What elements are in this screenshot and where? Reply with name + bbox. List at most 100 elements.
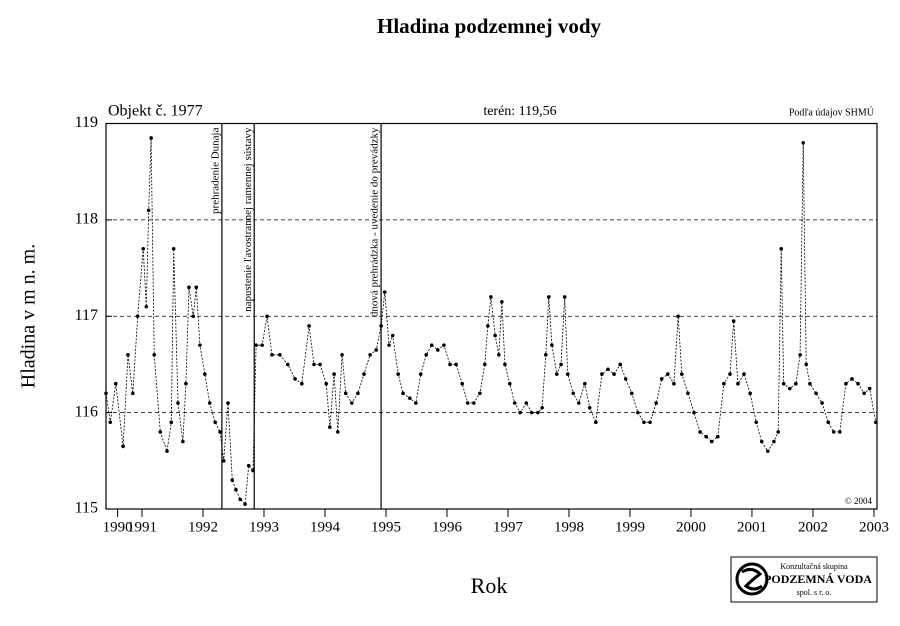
x-axis-label: Rok [471,573,508,598]
y-tick-label: 116 [75,403,98,420]
data-point [781,381,786,386]
data-point [654,401,658,405]
data-point [131,391,135,396]
data-point [754,420,759,425]
logo-text: Konzultačná skupina [780,562,848,571]
data-point [230,478,235,482]
data-point [583,381,587,386]
data-point [814,391,818,396]
data-point [524,401,529,405]
data-point [401,391,405,396]
data-point [565,372,570,376]
logo-text: PODZEMNÁ VODA [764,572,872,586]
x-tick-label: 1999 [615,519,645,535]
data-point [207,401,212,405]
data-point [550,343,554,347]
x-tick-label: 1994 [310,519,341,535]
data-point [278,353,282,357]
data-point [801,140,805,145]
data-point [234,487,238,492]
data-point [152,353,156,357]
data-point [844,381,848,386]
data-point [436,348,440,352]
data-point [554,372,559,376]
x-tick-label: 1997 [493,519,524,535]
logo-text: spol. s r. o. [797,588,832,597]
data-point [158,430,163,434]
data-point [748,391,752,396]
logo: Konzultačná skupina PODZEMNÁ VODA spol. … [730,556,878,603]
data-point [335,430,340,434]
data-point [766,449,770,453]
data-point [798,353,802,357]
data-point [379,324,383,328]
data-point [606,367,610,372]
x-tick-label: 2000 [676,519,706,535]
x-tick-label: 2003 [859,519,889,535]
data-point [324,381,328,386]
data-point [226,401,230,405]
data-point [238,497,242,502]
data-point [562,295,567,299]
data-point [356,391,360,396]
data-point [254,343,258,347]
data-point [804,362,809,367]
data-point [221,459,226,463]
data-point [512,401,517,405]
data-point [460,381,465,386]
event-label: dnová prehrádzka - uvedenie do prevádzky [369,127,381,317]
data-point [642,420,646,425]
y-tick-label: 119 [75,114,98,131]
data-point [293,377,297,381]
data-point [146,208,151,213]
data-point [742,372,746,376]
data-point [251,468,255,473]
data-point [191,314,196,319]
data-point [820,401,824,405]
y-axis-label: Hladina v m n. m. [18,244,40,388]
data-point [826,420,831,425]
data-point [312,362,316,367]
data-point [629,391,634,396]
x-tick-label: 1990 [103,519,133,535]
data-point [692,410,696,415]
data-point [500,299,504,304]
header-center: terén: 119,56 [483,104,556,119]
data-point [149,136,153,140]
x-tick-label: 2001 [737,519,767,535]
data-point [171,246,176,251]
data-point [407,396,412,400]
data-point [850,377,854,381]
data-point [559,362,563,367]
data-point [108,420,113,425]
data-point [736,381,740,386]
data-point [270,353,274,357]
data-point [808,381,812,386]
data-point [448,362,452,367]
data-point [772,439,776,444]
data-point [540,406,544,410]
data-point [374,348,379,352]
data-point [612,372,616,376]
data-point [686,391,690,396]
data-point [121,444,125,449]
x-tick-label: 1996 [432,519,463,535]
data-point [503,362,507,367]
data-point [343,391,348,396]
data-point [332,372,336,376]
event-label: prehradenie Dunaja [209,127,221,214]
data-point [709,439,714,444]
x-tick-label: 1998 [554,519,584,535]
data-point [529,410,534,415]
data-point [497,353,501,357]
x-tick-label: 2002 [798,519,828,535]
data-point [113,381,118,386]
x-tick-label: 1995 [371,519,401,535]
data-point [165,449,169,453]
data-point [135,314,140,319]
data-point [387,343,391,347]
data-point [194,285,199,290]
data-point [218,430,222,434]
data-point [144,304,149,309]
data-point [246,463,251,468]
